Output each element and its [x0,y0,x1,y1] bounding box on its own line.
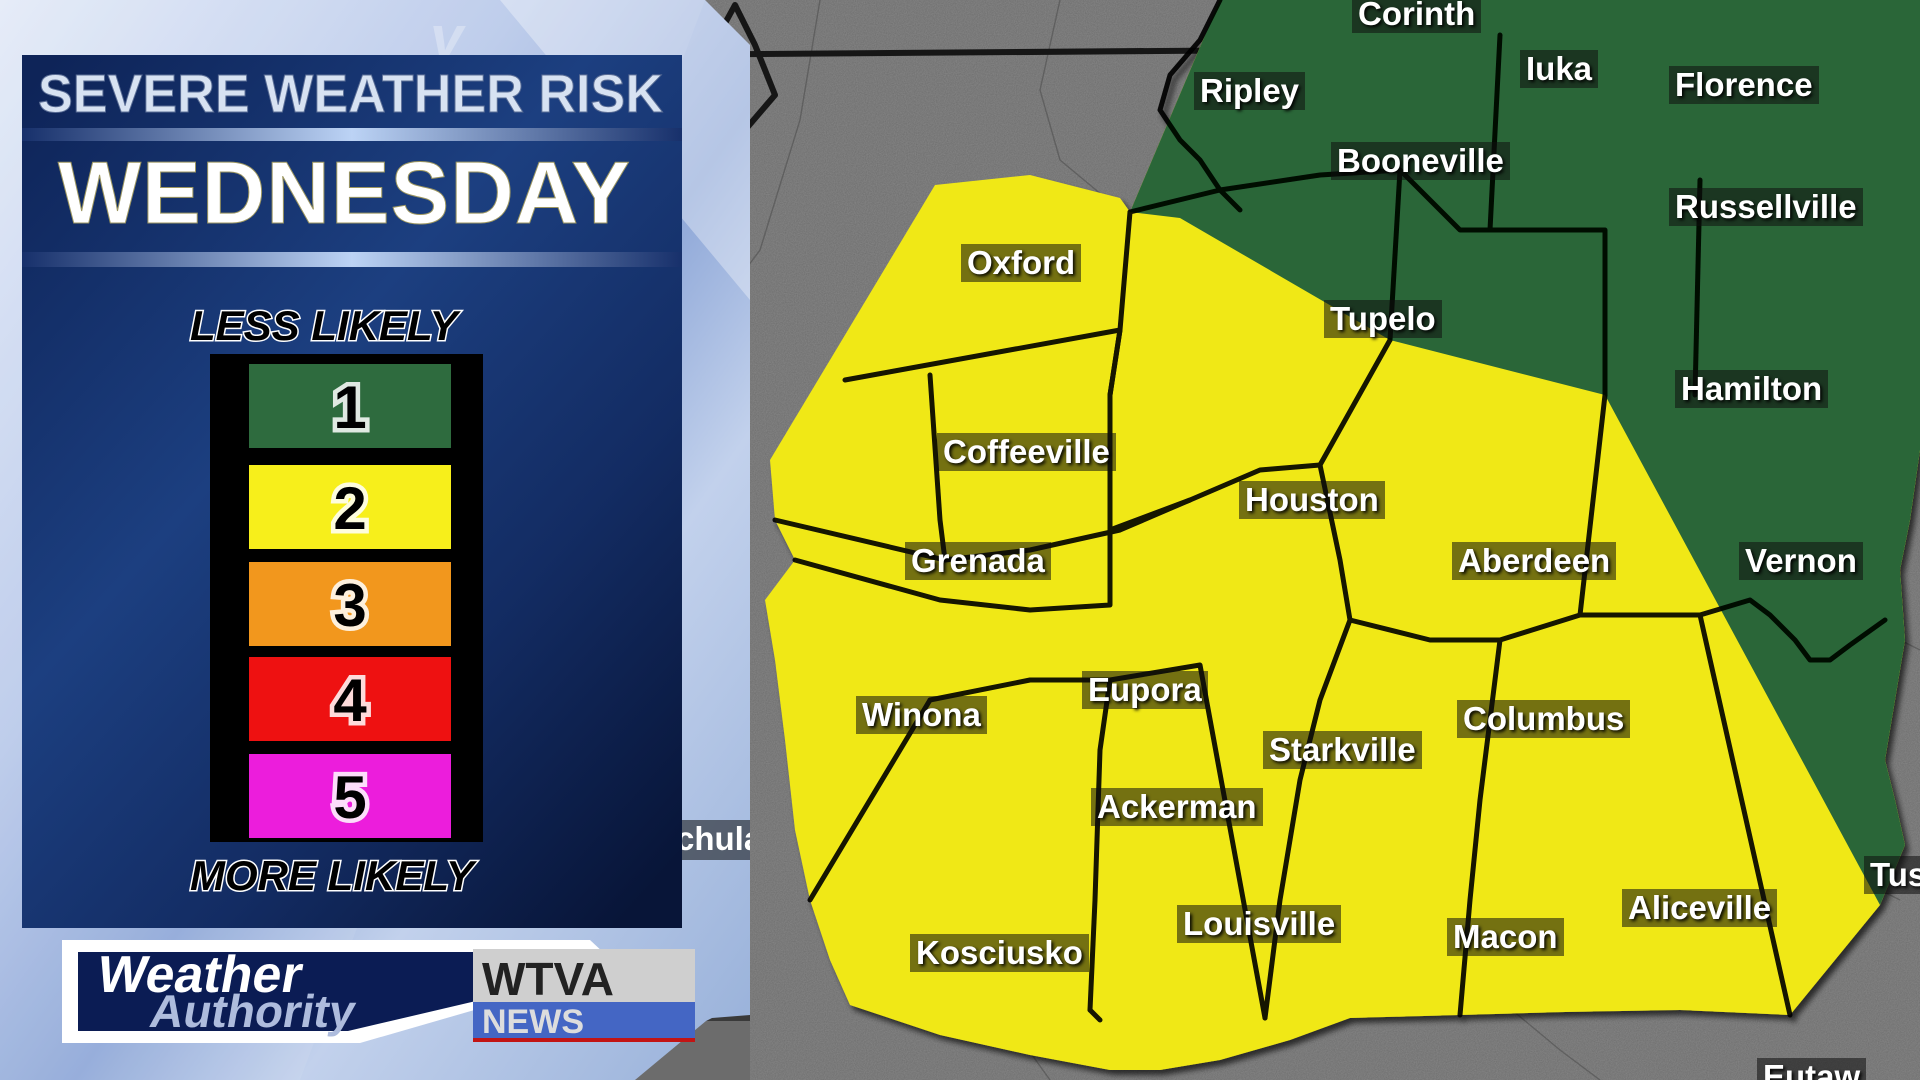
svg-text:3: 3 [333,572,366,639]
svg-text:NEWS: NEWS [482,1003,584,1041]
svg-text:chula: chula [676,820,750,857]
svg-text:WEDNESDAY: WEDNESDAY [58,143,631,242]
svg-text:SEVERE WEATHER RISK: SEVERE WEATHER RISK [38,64,663,124]
svg-text:WTVA: WTVA [482,953,614,1005]
svg-text:LESS LIKELY: LESS LIKELY [190,302,462,349]
svg-text:5: 5 [333,764,366,831]
svg-text:4: 4 [333,667,367,734]
svg-text:2: 2 [333,475,366,542]
svg-text:Authority: Authority [146,985,360,1037]
svg-text:MORE LIKELY: MORE LIKELY [190,852,478,899]
svg-text:1: 1 [333,374,366,441]
